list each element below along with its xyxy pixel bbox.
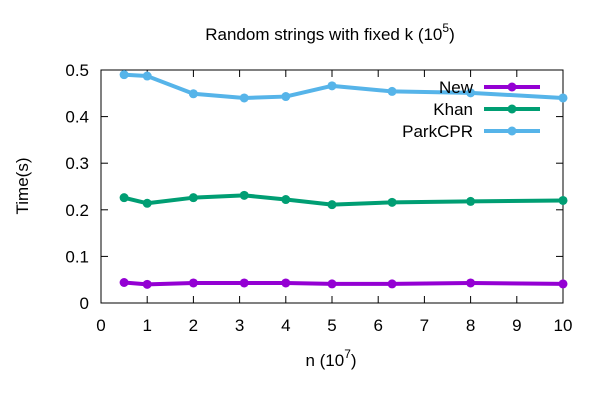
data-point-parkcpr	[188, 89, 198, 99]
x-axis-label: n (107)	[305, 347, 356, 370]
legend-marker-parkcpr	[507, 126, 517, 136]
data-point-new	[119, 277, 129, 287]
data-point-parkcpr	[387, 86, 397, 96]
data-point-parkcpr	[142, 71, 152, 81]
data-point-new	[327, 279, 337, 289]
y-tick-label: 0.4	[65, 108, 89, 127]
data-point-parkcpr	[239, 93, 249, 103]
x-tick-label: 10	[554, 316, 573, 335]
data-point-khan	[327, 200, 337, 210]
x-tick-label: 4	[281, 316, 290, 335]
legend-marker-new	[507, 82, 517, 92]
x-tick-label: 6	[373, 316, 382, 335]
legend-marker-khan	[507, 104, 517, 114]
x-tick-label: 7	[420, 316, 429, 335]
y-tick-label: 0.2	[65, 201, 89, 220]
data-point-parkcpr	[281, 92, 291, 102]
data-point-new	[558, 279, 568, 289]
axes: 0 1 2 3 4 5 6 7 8 9 10 0 0.1 0.2 0.3 0.4 0.5	[65, 61, 572, 335]
x-tick-label: 1	[142, 316, 151, 335]
series-khan	[119, 190, 568, 210]
data-point-khan	[119, 193, 129, 203]
x-tick-label: 5	[327, 316, 336, 335]
series-parkcpr	[119, 70, 568, 103]
data-point-khan	[188, 193, 198, 203]
y-axis-label: Time(s)	[13, 158, 32, 215]
data-point-khan	[387, 197, 397, 207]
series-new	[119, 277, 568, 289]
legend-label-new: New	[439, 78, 474, 97]
x-tick-label: 0	[96, 316, 105, 335]
data-point-new	[188, 278, 198, 288]
legend-label-parkcpr: ParkCPR	[402, 122, 473, 141]
data-point-parkcpr	[327, 81, 337, 91]
data-point-parkcpr	[558, 93, 568, 103]
data-point-new	[142, 279, 152, 289]
legend: New Khan ParkCPR	[402, 78, 540, 141]
data-point-khan	[466, 196, 476, 206]
data-point-parkcpr	[466, 88, 476, 98]
legend-label-khan: Khan	[433, 100, 473, 119]
plot-frame	[100, 69, 564, 304]
x-tick-label: 8	[466, 316, 475, 335]
y-tick-label: 0.5	[65, 61, 89, 80]
data-point-khan	[239, 190, 249, 200]
data-point-khan	[558, 195, 568, 205]
chart-title: Random strings with fixed k (105)	[205, 21, 455, 44]
data-point-new	[281, 278, 291, 288]
data-point-parkcpr	[119, 70, 129, 80]
data-point-khan	[142, 198, 152, 208]
data-point-new	[466, 278, 476, 288]
y-tick-label: 0	[80, 294, 89, 313]
data-point-new	[387, 279, 397, 289]
x-tick-label: 3	[235, 316, 244, 335]
y-tick-label: 0.1	[65, 247, 89, 266]
y-tick-label: 0.3	[65, 154, 89, 173]
data-point-new	[239, 278, 249, 288]
x-tick-label: 2	[189, 316, 198, 335]
x-tick-label: 9	[512, 316, 521, 335]
series-layer	[119, 70, 568, 289]
data-point-khan	[281, 195, 291, 205]
